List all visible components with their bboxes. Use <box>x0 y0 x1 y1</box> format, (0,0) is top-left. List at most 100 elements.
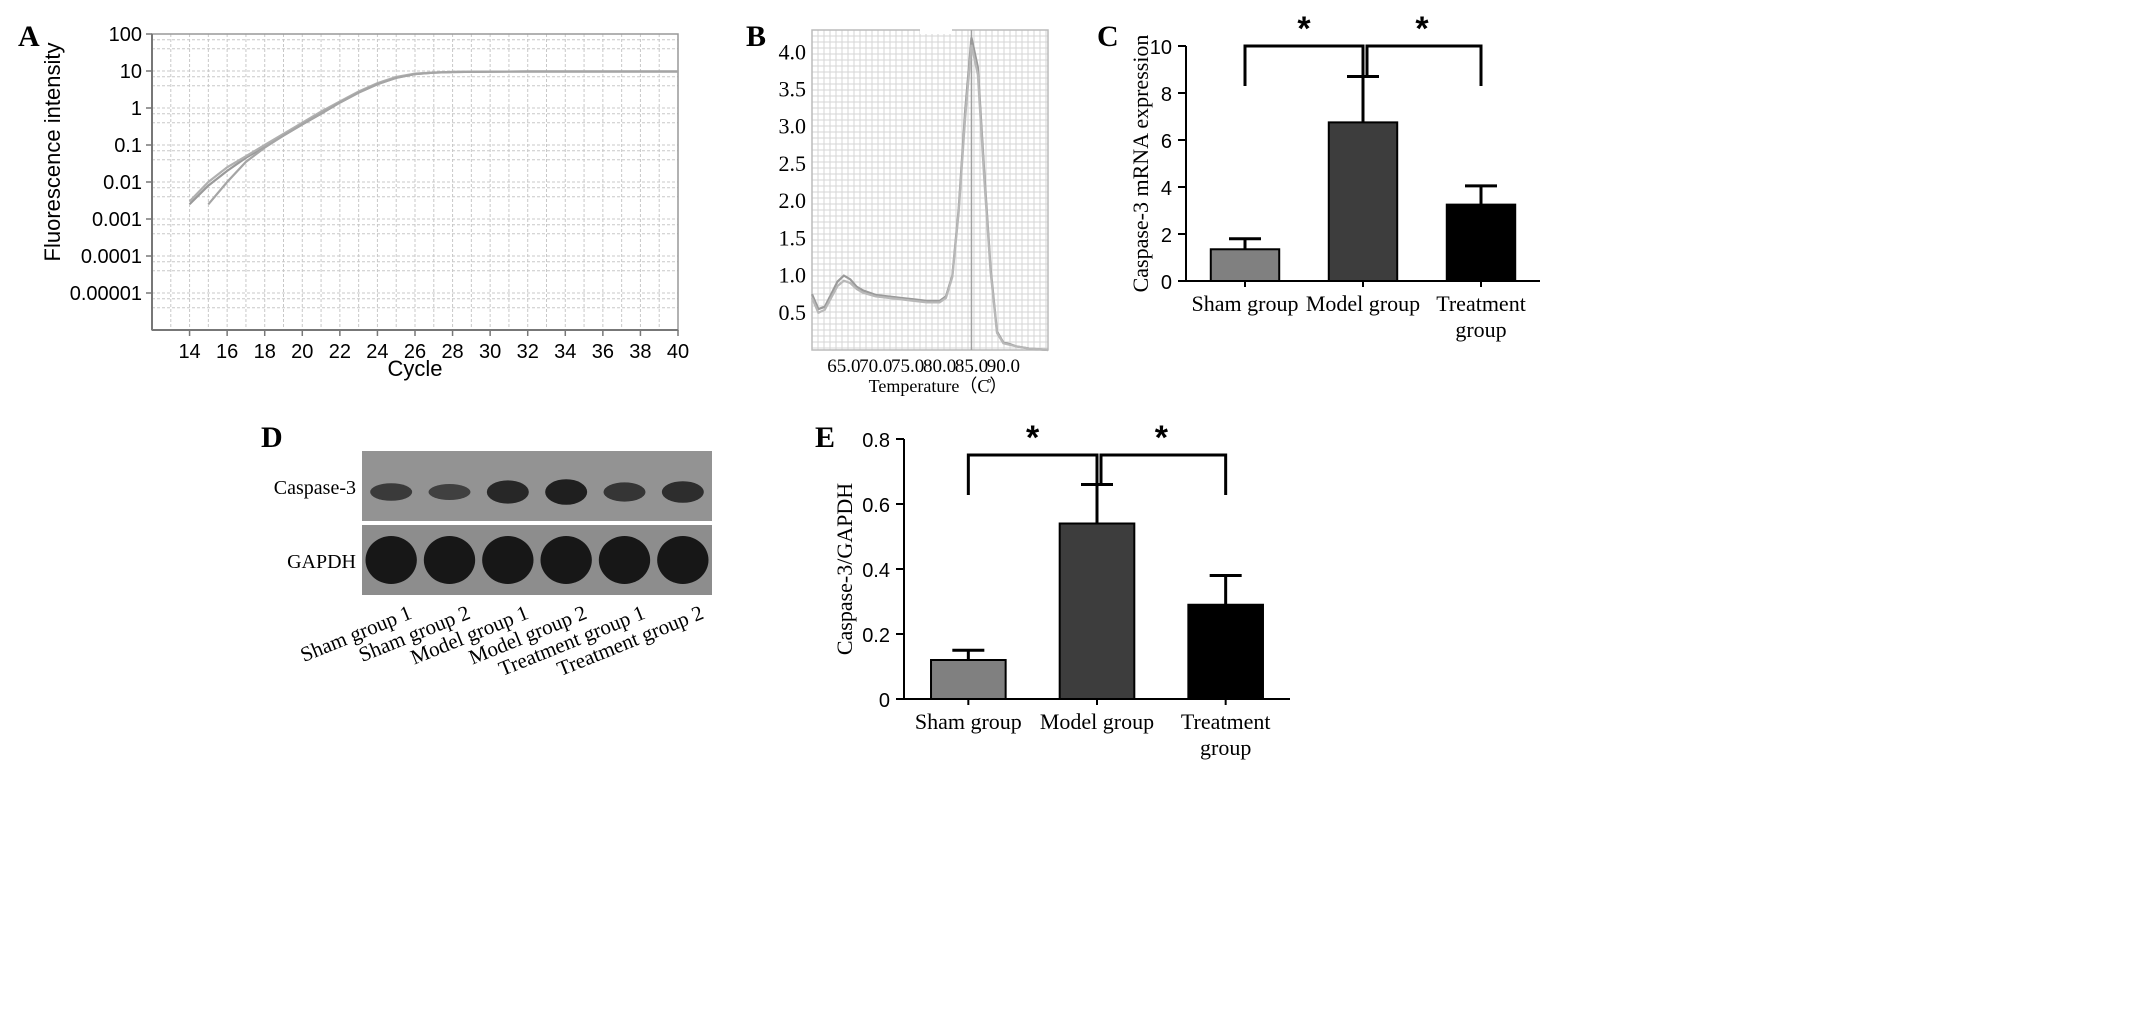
significance-bracket <box>1243 44 1365 86</box>
panel-letter: A <box>18 20 40 53</box>
bar <box>930 659 1007 700</box>
significance-bracket <box>1099 453 1228 495</box>
significance-bracket <box>966 453 1099 495</box>
x-tick-label: 36 <box>592 341 614 363</box>
band <box>370 483 413 501</box>
x-axis-label: Temperature（C̊） <box>869 376 1008 396</box>
y-tick-label: 1.5 <box>779 225 807 250</box>
x-tick-label: 18 <box>254 341 276 363</box>
y-tick-label: 0.01 <box>103 172 142 194</box>
category-label: Treatment <box>1436 291 1526 316</box>
y-axis-label: Caspase-3/GAPDH <box>832 483 857 655</box>
x-tick-label: 70.0 <box>859 356 892 377</box>
x-axis-label: Cycle <box>387 356 442 381</box>
band <box>540 536 592 584</box>
y-tick-label: 4 <box>1161 178 1172 200</box>
bracket-line <box>1365 44 1483 86</box>
significance-bracket <box>1365 44 1483 86</box>
band <box>482 536 534 584</box>
x-tick-label: 38 <box>629 341 651 363</box>
band <box>603 482 646 502</box>
category-label: group <box>1200 735 1251 760</box>
category-label: Sham group <box>1192 291 1299 316</box>
melt-curve-2 <box>810 44 1049 352</box>
y-axis-label: Caspase-3 mRNA expression <box>1128 35 1153 293</box>
x-tick-label: 30 <box>479 341 501 363</box>
x-tick-label: 26 <box>404 341 426 363</box>
significance-star: * <box>1026 419 1040 457</box>
y-tick-label: 2.0 <box>779 188 807 213</box>
x-tick-label: 90.0 <box>987 356 1020 377</box>
blot-row-label: GAPDH <box>287 551 356 573</box>
band <box>661 481 704 503</box>
y-tick-label: 0.4 <box>862 560 890 582</box>
category-label: Sham group <box>915 709 1022 734</box>
y-tick-label: 4.0 <box>779 39 807 64</box>
frame-gap <box>920 26 952 34</box>
y-tick-label: 3.0 <box>779 114 807 139</box>
y-tick-label: 3.5 <box>779 77 807 102</box>
bar <box>1058 522 1136 700</box>
x-tick-label: 22 <box>329 341 351 363</box>
band <box>657 536 709 584</box>
panel-letter: E <box>815 421 835 454</box>
y-tick-label: 0.2 <box>862 625 890 647</box>
panel-b: B 65.070.075.080.085.090.0 4.0 3.5 3.0 2.5 2.0… <box>746 20 1049 396</box>
blot-background <box>362 451 712 521</box>
grid <box>811 29 1048 350</box>
band <box>428 484 471 500</box>
significance-star: * <box>1155 419 1169 457</box>
x-tick-label: 28 <box>441 341 463 363</box>
x-tick-label: 40 <box>667 341 689 363</box>
significance-star: * <box>1415 10 1429 48</box>
y-tick-label: 0.8 <box>862 430 890 452</box>
y-axis-label: Fluorescence intensity <box>40 43 65 262</box>
x-tick-label: 24 <box>366 341 388 363</box>
y-tick-label: 1 <box>131 98 142 120</box>
x-tick-label: 65.0 <box>827 356 860 377</box>
y-tick-label: 0 <box>879 690 890 712</box>
y-tick-label: 0 <box>1161 272 1172 294</box>
x-tick-label: 75.0 <box>891 356 924 377</box>
panel-letter: B <box>746 20 766 53</box>
significance-star: * <box>1297 10 1311 48</box>
y-tick-label: 100 <box>109 24 142 46</box>
band <box>423 536 476 584</box>
y-tick-label: 2.5 <box>779 151 807 176</box>
bar <box>1187 603 1264 700</box>
x-tick-label: 34 <box>554 341 576 363</box>
x-tick-label: 80.0 <box>923 356 956 377</box>
category-label: Model group <box>1306 291 1420 316</box>
category-label: group <box>1455 317 1506 342</box>
y-tick-label: 1.0 <box>779 263 807 288</box>
band <box>545 479 588 505</box>
x-tick-label: 14 <box>178 341 200 363</box>
bar <box>1445 203 1517 282</box>
y-tick-label: 0.6 <box>862 495 890 517</box>
y-tick-label: 6 <box>1161 131 1172 153</box>
y-tick-label: 10 <box>1150 37 1172 59</box>
category-label: Model group <box>1040 709 1154 734</box>
band <box>598 536 651 584</box>
panel-a: A 14 16 18 20 22 24 26 28 30 32 34 36 38 40 100 10 1 0.1 0.… <box>18 20 689 381</box>
panel-letter: C <box>1097 20 1119 53</box>
amplification-curve-3 <box>207 70 678 205</box>
y-tick-label: 0.0001 <box>81 246 142 268</box>
x-tick-label: 85.0 <box>955 356 988 377</box>
x-tick-label: 20 <box>291 341 313 363</box>
x-tick-label: 32 <box>517 341 539 363</box>
bar <box>1209 248 1281 282</box>
y-tick-label: 0.001 <box>92 209 142 231</box>
band <box>365 536 417 584</box>
y-tick-label: 2 <box>1161 225 1172 247</box>
blot-row-caspase-3: Caspase-3 <box>274 451 712 521</box>
bracket-line <box>1099 453 1228 495</box>
y-tick-label: 0.00001 <box>70 283 142 305</box>
y-tick-label: 8 <box>1161 84 1172 106</box>
y-tick-label: 0.5 <box>779 300 807 325</box>
bar <box>1327 121 1399 282</box>
y-tick-label: 10 <box>120 61 142 83</box>
panel-e: E 0 0.2 0.4 0.6 0.8 Caspase-3/GAPDH Sham group M… <box>815 419 1290 760</box>
